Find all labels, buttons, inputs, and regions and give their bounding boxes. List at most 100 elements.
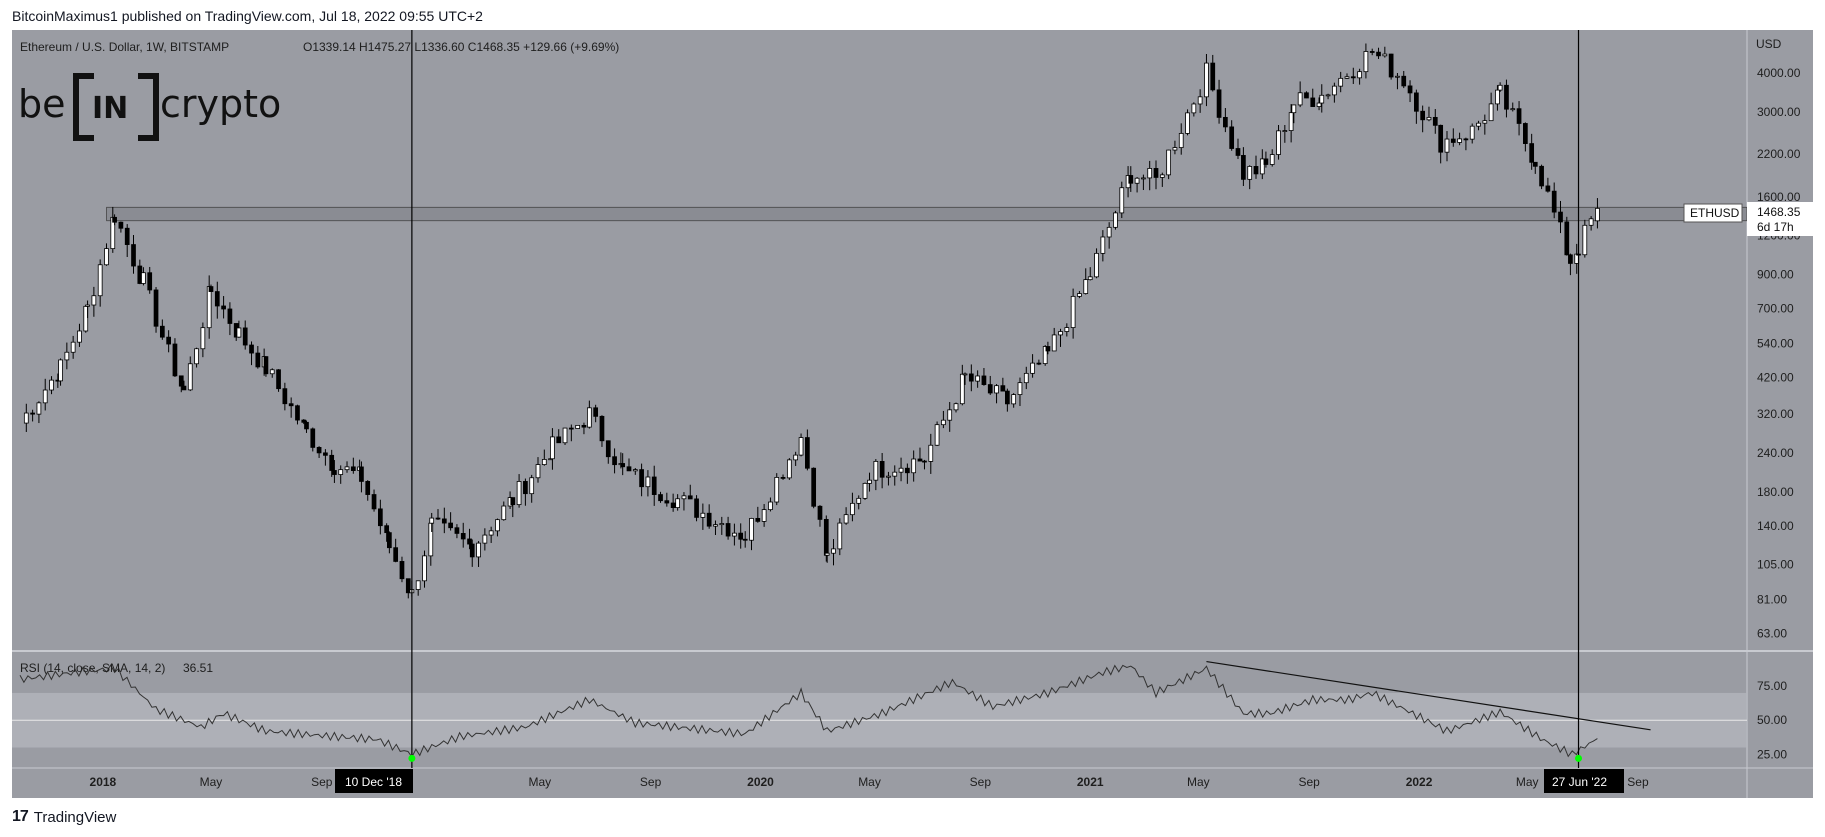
candle-down [221, 305, 226, 310]
candle-down [1463, 138, 1469, 141]
candle-up [1476, 122, 1481, 127]
candle-up [1119, 187, 1125, 214]
time-tick-label: Sep [1298, 775, 1320, 789]
candle-down [371, 494, 377, 510]
candle-down [738, 532, 744, 540]
candle-down [581, 424, 587, 428]
candle-up [934, 424, 940, 446]
candle-up [1191, 103, 1197, 114]
candle-down [30, 412, 35, 415]
candle-down [1564, 221, 1570, 256]
candle-down [387, 532, 392, 549]
price-tick-label: 140.00 [1757, 519, 1794, 533]
time-tick-label: May [858, 775, 881, 789]
candle-up [1495, 89, 1500, 105]
candle-up [786, 459, 792, 479]
candle-up [941, 419, 946, 426]
candle-down [441, 518, 447, 524]
candle-down [1450, 138, 1456, 143]
candle-down [399, 561, 405, 580]
candle-down [658, 494, 663, 502]
candle-down [1523, 123, 1528, 144]
candle-down [332, 470, 337, 475]
candle-down [214, 291, 220, 307]
candle-down [823, 518, 829, 556]
price-pane[interactable] [12, 30, 1747, 652]
time-highlight-right-box [1544, 769, 1624, 793]
candle-down [664, 500, 670, 504]
candle-up [1042, 346, 1048, 365]
price-tag-countdown: 6d 17h [1757, 220, 1794, 234]
time-highlight-left-text: 10 Dec '18 [345, 775, 402, 789]
candle-up [856, 497, 862, 504]
candle-down [742, 538, 748, 541]
candle-up [1297, 92, 1303, 106]
candle-up [911, 458, 917, 474]
symbol-title: Ethereum / U.S. Dollar, 1W, BITSTAMP [20, 40, 229, 54]
candle-down [620, 463, 626, 468]
candle-down [1045, 346, 1051, 352]
candle-up [575, 424, 580, 429]
candle-down [435, 517, 441, 520]
candle-up [873, 460, 879, 481]
candle-up [1147, 168, 1153, 179]
candle-up [1113, 212, 1118, 228]
footer-brand[interactable]: 17 TradingView [12, 808, 116, 826]
candle-up [1134, 177, 1140, 184]
candle-up [1247, 166, 1253, 180]
candle-up [187, 363, 193, 391]
time-tick-label: May [1187, 775, 1210, 789]
candle-down [651, 476, 657, 495]
ohlc-values: O1339.14 H1475.27 L1336.60 C1468.35 +129… [303, 40, 619, 54]
candle-up [77, 330, 82, 343]
candle-down [922, 460, 927, 463]
rsi-trendline [1206, 660, 1651, 731]
candle-up [1106, 226, 1112, 238]
candle-up [713, 524, 718, 527]
candle-down [181, 385, 187, 391]
candle-down [1539, 165, 1544, 187]
candle-down [599, 415, 605, 442]
candle-up [200, 327, 206, 350]
candle-up [675, 498, 680, 508]
candle-down [1253, 166, 1259, 175]
candle-up [1510, 108, 1516, 111]
candle-down [1153, 168, 1159, 178]
candle-up [681, 495, 687, 500]
candle-down [523, 481, 528, 495]
candle-up [488, 530, 494, 536]
candle-up [892, 471, 898, 477]
candle-down [1229, 126, 1235, 149]
candle-up [1357, 71, 1362, 79]
candle-down [811, 467, 817, 507]
candle-down [1241, 155, 1246, 180]
time-tick-label: Sep [311, 775, 333, 789]
candle-down [1438, 124, 1444, 153]
candle-down [987, 384, 993, 394]
candle-down [384, 525, 390, 534]
candle-up [862, 482, 868, 499]
candle-down [263, 356, 269, 375]
candle-up [732, 532, 737, 537]
candle-down [242, 327, 248, 346]
candle-up [97, 264, 103, 297]
price-tag[interactable]: ETHUSD 1468.35 6d 17h [1683, 202, 1813, 236]
candle-down [670, 502, 676, 508]
candle-down [556, 436, 562, 444]
candle-up [550, 436, 555, 460]
time-highlight-left-box [335, 769, 413, 793]
candle-up [1276, 130, 1281, 155]
candle-down [249, 344, 254, 354]
candle-down [1369, 51, 1375, 53]
candle-up [541, 459, 547, 465]
candle-up [994, 385, 999, 394]
candle-up [1469, 125, 1475, 140]
candle-up [562, 427, 568, 444]
candle-up [1185, 112, 1190, 134]
candle-down [1516, 108, 1522, 124]
candle-down [208, 286, 214, 292]
candle-up [632, 469, 638, 472]
candle-up [768, 501, 773, 511]
candle-up [1395, 75, 1400, 78]
